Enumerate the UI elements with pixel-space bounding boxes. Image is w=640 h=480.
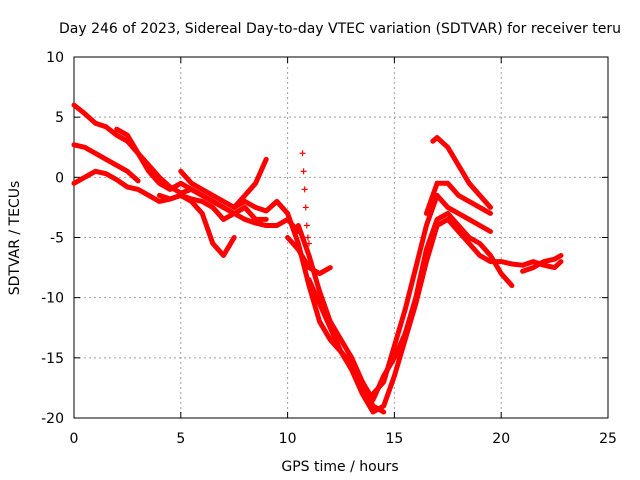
x-tick-label: 5: [176, 431, 185, 447]
trace-arc-6: [231, 156, 269, 210]
spike-marker: [304, 234, 311, 241]
spike-marker: [299, 150, 306, 157]
spike-marker: [302, 204, 309, 211]
y-tick-label: 0: [55, 170, 64, 186]
x-tick-label: 20: [492, 431, 510, 447]
y-tick-label: -5: [50, 231, 64, 247]
trace-arc-10: [306, 216, 564, 415]
trace-arc-12: [423, 180, 493, 216]
y-tick-label: 10: [46, 50, 64, 66]
y-axis-label: SDTVAR / TECUs: [7, 181, 23, 296]
x-tick-label: 15: [385, 431, 403, 447]
grid-lines: [74, 57, 608, 418]
y-tick-label: 5: [55, 110, 64, 126]
x-tick-label: 10: [279, 431, 297, 447]
x-axis-ticks: 0 5 10 15 20 25: [70, 57, 617, 447]
y-axis-ticks: 10 5 0 -5 -10 -15 -20: [41, 50, 608, 427]
spike-marker: [301, 186, 308, 193]
y-tick-label: -15: [41, 351, 64, 367]
trace-arc-8: [285, 235, 333, 277]
trace-arc-5: [156, 192, 237, 258]
trace-arc-14: [520, 253, 564, 274]
chart-title: Day 246 of 2023, Sidereal Day-to-day VTE…: [59, 21, 621, 37]
data-traces: [71, 102, 564, 415]
x-tick-label: 0: [70, 431, 79, 447]
spike-marker: [305, 240, 312, 247]
trace-arc-3: [71, 168, 269, 222]
trace-arc-11: [370, 192, 493, 397]
x-tick-label: 25: [599, 431, 617, 447]
y-tick-label: -20: [41, 411, 64, 427]
spike-marker: [303, 222, 310, 229]
trace-arc-4: [114, 126, 301, 234]
trace-arc-2: [71, 142, 141, 184]
y-tick-label: -10: [41, 291, 64, 307]
trace-arc-13: [430, 135, 493, 210]
spike-marker: [300, 168, 307, 175]
trace-arc-7: [178, 168, 387, 415]
x-axis-label: GPS time / hours: [281, 459, 398, 475]
